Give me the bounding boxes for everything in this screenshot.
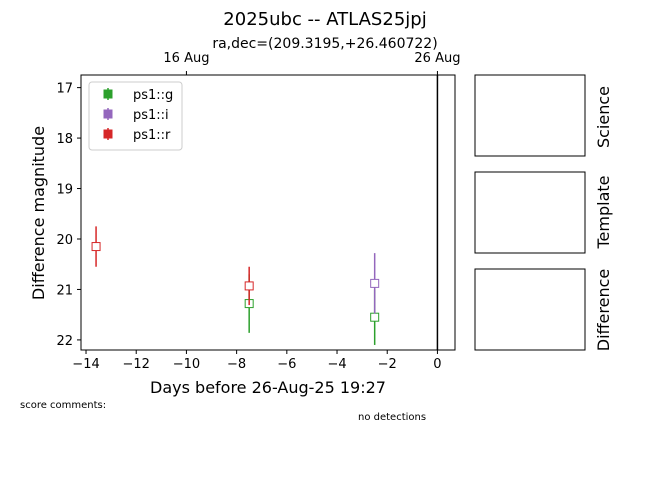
y-tick-label: 22 bbox=[56, 334, 73, 349]
chart-subtitle: ra,dec=(209.3195,+26.460722) bbox=[212, 36, 437, 52]
y-tick-label: 19 bbox=[56, 183, 73, 198]
y-tick-label: 18 bbox=[56, 132, 73, 147]
chart-title: 2025ubc -- ATLAS25jpj bbox=[223, 9, 426, 30]
science-panel-label: Science bbox=[594, 86, 613, 148]
x-tick-label: −2 bbox=[378, 357, 397, 372]
legend-label: ps1::i bbox=[133, 108, 169, 123]
template-panel-label: Template bbox=[594, 175, 613, 249]
x-tick-label: −8 bbox=[227, 357, 246, 372]
plot-frame bbox=[80, 74, 456, 351]
legend-swatch bbox=[103, 89, 113, 99]
y-tick-label: 20 bbox=[56, 233, 73, 248]
science-image-panel bbox=[474, 74, 586, 157]
legend-swatch bbox=[103, 109, 113, 119]
difference-image-panel bbox=[474, 268, 586, 351]
data-point bbox=[370, 278, 380, 288]
data-point bbox=[91, 242, 101, 252]
data-point bbox=[244, 281, 254, 291]
plot-area: −14 −12 −10 −8 −6 −4 −2 0 17 18 19 20 21 22 16 Aug 26 A… bbox=[56, 51, 460, 372]
legend-swatch bbox=[103, 129, 113, 139]
y-tick-label: 17 bbox=[56, 82, 73, 97]
x-tick-label: −10 bbox=[173, 357, 200, 372]
x-tick-label: −14 bbox=[72, 357, 99, 372]
y-axis-label: Difference magnitude bbox=[29, 126, 48, 300]
top-tick-label: 26 Aug bbox=[414, 51, 460, 66]
legend-label: ps1::g bbox=[133, 88, 173, 103]
legend-label: ps1::r bbox=[133, 128, 171, 143]
no-detections-note: no detections bbox=[358, 412, 426, 423]
y-tick-label: 21 bbox=[56, 283, 73, 298]
x-axis-label: Days before 26-Aug-25 19:27 bbox=[150, 378, 386, 397]
x-tick-label: −12 bbox=[123, 357, 150, 372]
difference-panel-label: Difference bbox=[594, 269, 613, 351]
score-comments: score comments: bbox=[20, 400, 106, 411]
x-tick-label: −6 bbox=[277, 357, 296, 372]
x-tick-label: −4 bbox=[327, 357, 346, 372]
template-image-panel bbox=[474, 171, 586, 254]
x-tick-label: 0 bbox=[433, 357, 441, 372]
data-point bbox=[370, 312, 380, 322]
top-tick-label: 16 Aug bbox=[163, 51, 209, 66]
